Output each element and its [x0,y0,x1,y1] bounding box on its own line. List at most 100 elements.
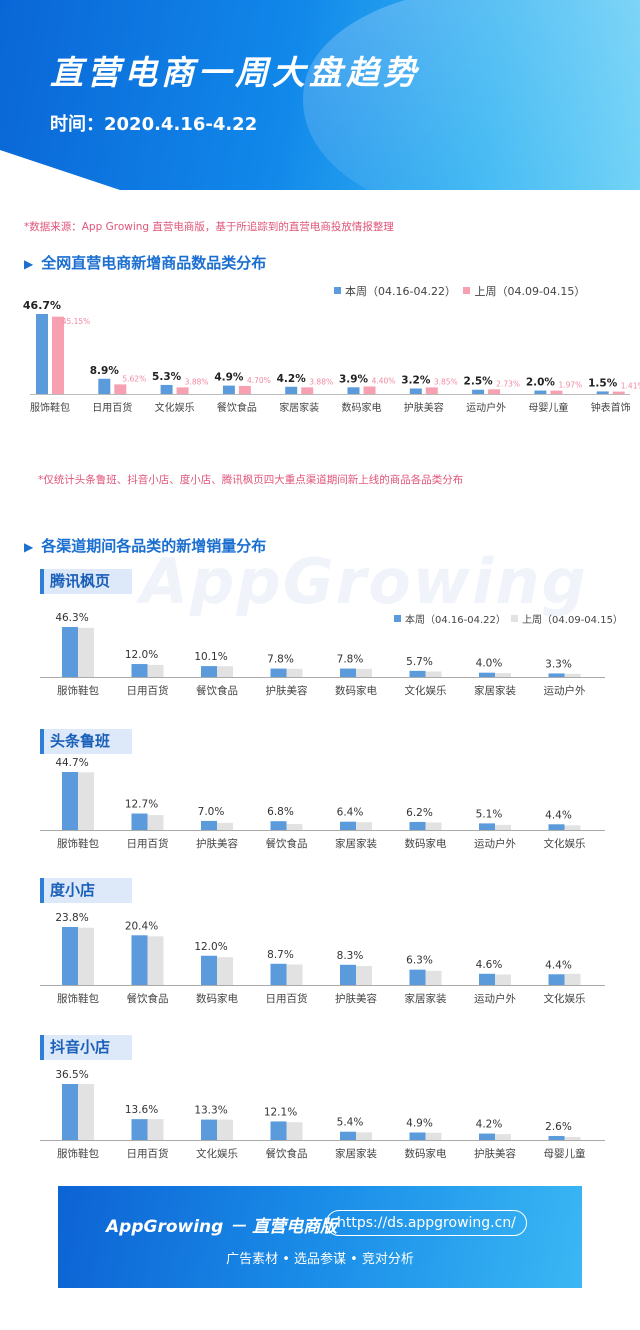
bar-previous [550,390,563,394]
bar-current [409,969,426,985]
value-label-current: 4.9% [214,372,244,384]
bar-previous [356,822,372,830]
value-label: 12.7% [125,799,158,811]
category-label: 日用百货 [92,401,132,414]
category-label: 餐饮食品 [217,401,257,414]
bar-current [201,820,217,830]
bar-current [270,1121,287,1140]
bar-previous [78,1084,94,1140]
bar-previous [217,957,233,985]
bar-current [62,772,78,830]
bar-previous [425,1132,442,1140]
bar-current [62,927,78,985]
value-label: 46.3% [55,612,88,624]
triangle-icon: ▶ [24,540,34,554]
bar-current [62,1084,78,1140]
bar-previous [564,973,581,985]
bar-previous [286,1122,303,1140]
scope-note: *仅统计头条鲁班、抖音小店、度小店、腾讯枫页四大重点渠道期间新上线的商品各品类分… [38,474,464,486]
bar-previous [147,1119,164,1140]
bar-previous [217,1119,233,1140]
footer-url-link[interactable]: https://ds.appgrowing.cn/ [326,1210,527,1236]
bar-previous [356,965,372,985]
bar-previous [52,316,64,394]
value-label-current: 3.9% [339,373,369,385]
bar-current [285,386,298,394]
category-label: 文化娱乐 [544,992,586,1005]
category-label: 文化娱乐 [544,837,586,850]
category-label: 数码家电 [335,684,377,697]
bar-current [340,668,356,677]
bar-previous [564,673,581,677]
bar-current [131,664,148,677]
value-label: 4.4% [545,809,572,821]
value-label: 12.0% [125,649,158,661]
bar-current [479,1133,495,1140]
bar-previous [564,825,581,830]
value-label-previous: 3.88% [185,377,209,386]
bar-previous [238,385,251,394]
bar-current [479,823,495,830]
bar-previous [147,815,164,830]
legend-swatch-current [334,287,341,294]
triangle-icon: ▶ [24,257,34,271]
category-label: 餐饮食品 [266,1147,308,1160]
section2-title: ▶ 各渠道期间各品类的新增销量分布 [24,537,267,555]
bar-current [534,390,547,394]
tencent-chart: 46.3% 服饰鞋包 12.0% 日用百货 10.1% 餐饮食品 7.8% 护肤美容 7.8% 数… [40,612,605,697]
bar-previous [425,970,442,985]
bar-current [131,935,148,985]
bar-previous [147,664,164,677]
bar-previous [286,964,303,985]
category-label: 运动户外 [544,684,586,697]
bar-current [548,824,565,830]
bar-current [98,378,111,394]
value-label: 5.4% [337,1117,364,1129]
category-label: 钟表首饰 [591,401,631,414]
bar-current [548,673,565,677]
category-label: 文化娱乐 [196,1147,238,1160]
value-label: 6.4% [337,807,364,819]
category-label: 家居家装 [279,401,319,414]
channel-label-tencent: 腾讯枫页 [40,569,132,594]
value-label-previous: 1.41% [621,382,640,391]
value-label-previous: 4.40% [372,376,396,385]
category-label: 日用百货 [127,837,169,850]
bar-current [548,974,565,985]
bar-current [409,821,426,830]
category-label: 餐饮食品 [196,684,238,697]
bar-previous [612,391,625,394]
category-label: 服饰鞋包 [57,837,99,850]
bar-current [270,963,287,985]
bar-previous [363,386,376,394]
value-label-previous: 5.62% [122,374,146,383]
value-label-previous: 45.15% [62,317,91,326]
value-label: 8.3% [337,950,364,962]
category-label: 日用百货 [127,684,169,697]
bar-current [222,385,235,394]
bar-current [131,1119,148,1140]
bar-current [62,627,78,677]
value-label-current: 8.9% [90,365,120,377]
bar-current [201,1119,217,1140]
value-label: 10.1% [194,651,227,663]
category-label: 家居家装 [335,837,377,850]
bar-previous [356,668,372,677]
category-label: 运动户外 [474,837,516,850]
value-label-previous: 4.70% [247,376,271,385]
channel-label-douyin: 抖音小店 [40,1035,132,1060]
bar-current [340,964,356,985]
bar-previous [78,927,94,985]
category-label: 餐饮食品 [266,837,308,850]
section1-title: ▶ 全网直营电商新增商品数品类分布 [24,254,267,272]
category-label: 家居家装 [405,992,447,1005]
legend-swatch-previous [511,615,519,622]
bar-current [201,955,217,985]
header-banner: 直营电商一周大盘趋势 时间：2020.4.16-4.22 [0,0,640,190]
category-label: 文化娱乐 [155,401,195,414]
value-label-previous: 1.97% [558,381,582,390]
channel-label-toutiao: 头条鲁班 [40,729,132,754]
value-label-current: 2.5% [464,376,494,388]
toutiao-chart: 44.7% 服饰鞋包 12.7% 日用百货 7.0% 护肤美容 6.8% 餐饮食品 6.4% 家居… [40,757,605,850]
bar-previous [286,824,303,830]
